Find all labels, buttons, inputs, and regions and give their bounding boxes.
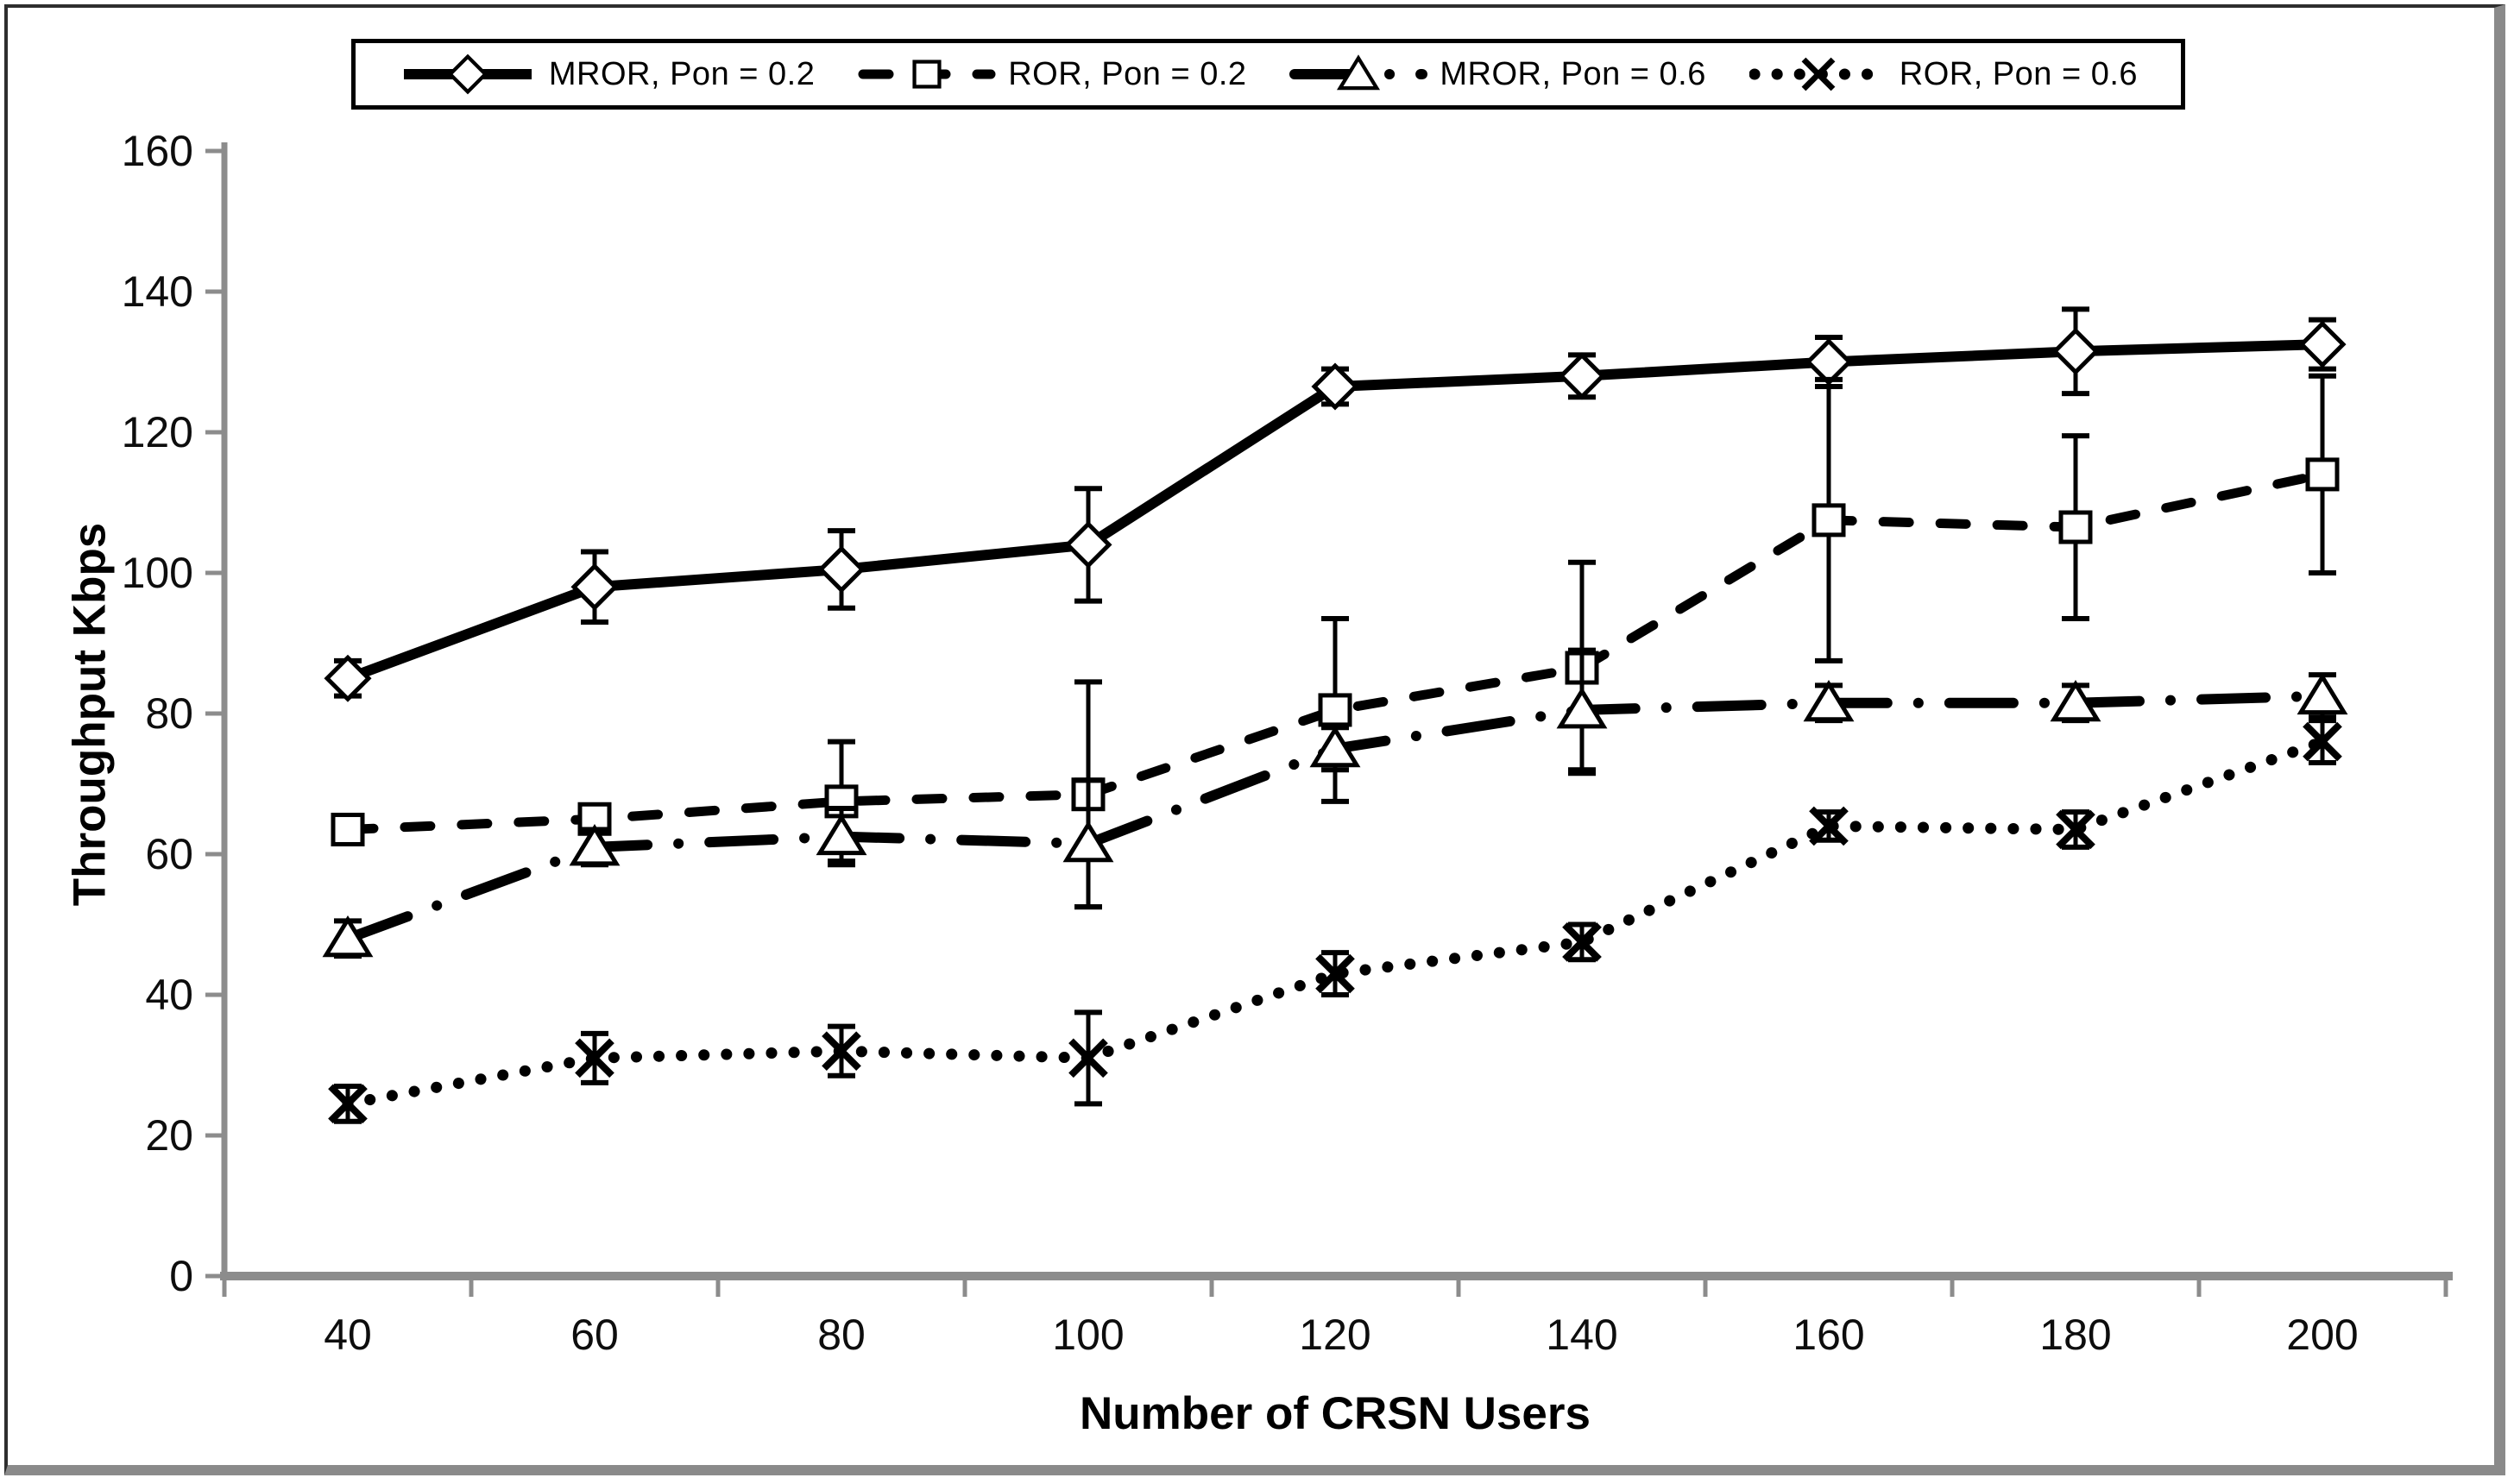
triangle-marker-icon bbox=[1556, 687, 1608, 729]
legend-label: MROR, Pon = 0.6 bbox=[1440, 55, 1706, 92]
x-marker-icon bbox=[1315, 953, 1355, 994]
triangle-marker-icon bbox=[1337, 54, 1381, 91]
triangle-marker-icon bbox=[1062, 820, 1114, 863]
diamond-marker-icon bbox=[2051, 327, 2100, 375]
y-tick-label: 60 bbox=[145, 830, 193, 878]
diamond-marker-icon bbox=[447, 53, 488, 95]
triangle-marker-icon bbox=[2050, 679, 2101, 722]
x-marker-icon bbox=[575, 1038, 614, 1078]
triangle-marker-icon bbox=[1803, 679, 1855, 722]
legend-line-sample bbox=[1748, 57, 1887, 91]
legend-label: ROR, Pon = 0.2 bbox=[1008, 55, 1247, 92]
x-marker-icon bbox=[328, 1084, 368, 1124]
diamond-marker-icon bbox=[2298, 320, 2347, 368]
series-line bbox=[343, 469, 2328, 834]
diamond-marker-icon bbox=[570, 563, 619, 611]
x-marker-icon bbox=[1562, 922, 1602, 962]
legend-item-ror-pon-0-6: ROR, Pon = 0.6 bbox=[1748, 52, 2139, 97]
square-marker-icon bbox=[2058, 510, 2093, 544]
diamond-marker-icon bbox=[1311, 362, 1359, 411]
x-marker-icon bbox=[2056, 809, 2095, 850]
legend-line-sample bbox=[1289, 54, 1428, 91]
legend-line-sample bbox=[858, 60, 996, 89]
x-tick-label: 80 bbox=[817, 1311, 866, 1359]
x-marker-icon bbox=[2303, 721, 2342, 762]
x-marker-icon bbox=[1801, 57, 1836, 91]
legend-item-mror-pon-0-2: MROR, Pon = 0.2 bbox=[399, 52, 815, 97]
x-tick-label: 200 bbox=[2286, 1311, 2358, 1359]
triangle-marker-icon bbox=[2297, 672, 2348, 715]
legend-label: ROR, Pon = 0.6 bbox=[1899, 55, 2139, 92]
series-mror-pon-0-6 bbox=[322, 647, 2348, 959]
diamond-marker-icon bbox=[1064, 520, 1112, 569]
diamond-marker-icon bbox=[1558, 352, 1606, 400]
series-mror-pon-0-2 bbox=[324, 306, 2347, 702]
triangle-marker-icon bbox=[1309, 725, 1361, 768]
chart-legend: MROR, Pon = 0.2 ROR, Pon = 0.2 MROR, Pon =… bbox=[351, 39, 2185, 110]
x-marker-icon bbox=[822, 1031, 861, 1072]
triangle-marker-icon bbox=[569, 824, 621, 866]
y-tick-label: 120 bbox=[122, 408, 193, 456]
diamond-marker-icon bbox=[1805, 337, 1853, 387]
x-tick-label: 120 bbox=[1299, 1311, 1370, 1359]
x-axis-title: Number of CRSN Users bbox=[1080, 1388, 1591, 1439]
square-marker-icon bbox=[2305, 457, 2340, 492]
series-markers bbox=[322, 672, 2348, 958]
y-tick-label: 160 bbox=[122, 127, 193, 175]
x-tick-label: 40 bbox=[324, 1311, 372, 1359]
series-markers bbox=[324, 320, 2347, 702]
series-markers bbox=[328, 721, 2342, 1124]
diamond-marker-icon bbox=[324, 654, 372, 702]
legend-label: MROR, Pon = 0.2 bbox=[548, 55, 816, 92]
square-marker-icon bbox=[331, 812, 365, 846]
triangle-marker-icon bbox=[816, 813, 867, 856]
triangle-marker-icon bbox=[322, 915, 374, 958]
diamond-marker-icon bbox=[817, 545, 866, 594]
y-tick-label: 0 bbox=[169, 1252, 193, 1300]
x-marker-icon bbox=[1068, 1038, 1108, 1078]
y-tick-label: 40 bbox=[145, 971, 193, 1019]
x-tick-label: 100 bbox=[1052, 1311, 1124, 1359]
y-tick-label: 140 bbox=[122, 267, 193, 316]
x-marker-icon bbox=[1809, 806, 1849, 846]
square-marker-icon bbox=[1318, 693, 1352, 727]
y-axis-title: Throughput Kbps bbox=[64, 522, 116, 907]
series-ror-pon-0-6 bbox=[328, 718, 2342, 1124]
legend-item-mror-pon-0-6: MROR, Pon = 0.6 bbox=[1289, 52, 1705, 97]
y-tick-label: 20 bbox=[145, 1111, 193, 1160]
x-tick-label: 160 bbox=[1793, 1311, 1864, 1359]
x-tick-label: 180 bbox=[2039, 1311, 2111, 1359]
x-tick-label: 140 bbox=[1546, 1311, 1617, 1359]
square-marker-icon bbox=[912, 60, 942, 89]
axes: 0 20 40 60 80 100 120 140 160 40 60 80 100 120 140 160 1… bbox=[122, 127, 2453, 1359]
x-tick-label: 60 bbox=[570, 1311, 619, 1359]
y-tick-label: 80 bbox=[145, 689, 193, 738]
square-marker-icon bbox=[1811, 503, 1846, 538]
series-line bbox=[342, 736, 2328, 1110]
legend-line-sample bbox=[403, 53, 532, 95]
legend-item-ror-pon-0-2: ROR, Pon = 0.2 bbox=[858, 52, 1246, 97]
y-tick-label: 100 bbox=[122, 549, 193, 597]
